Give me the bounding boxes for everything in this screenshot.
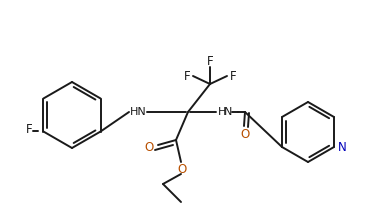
Text: F: F	[207, 55, 213, 68]
Text: O: O	[144, 141, 154, 154]
Text: N: N	[224, 107, 232, 117]
Text: O: O	[240, 128, 250, 141]
Text: H: H	[218, 107, 226, 117]
Text: O: O	[177, 163, 187, 176]
Text: N: N	[338, 141, 347, 154]
Text: F: F	[230, 70, 236, 82]
Text: F: F	[26, 123, 33, 136]
Text: F: F	[184, 70, 190, 82]
Text: HN: HN	[130, 107, 146, 117]
